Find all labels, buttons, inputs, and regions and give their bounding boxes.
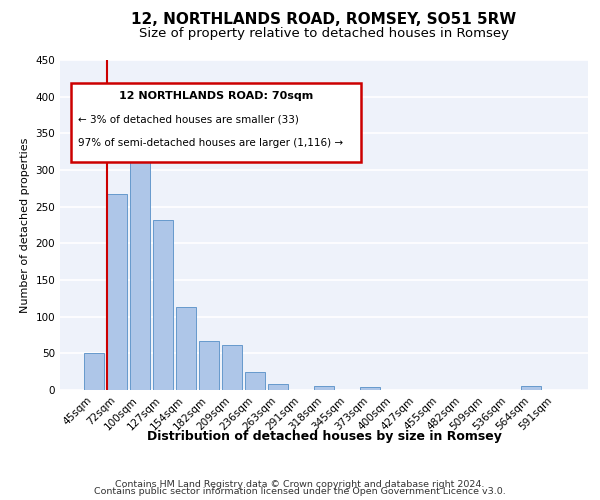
Text: 12, NORTHLANDS ROAD, ROMSEY, SO51 5RW: 12, NORTHLANDS ROAD, ROMSEY, SO51 5RW — [131, 12, 517, 28]
Text: 12 NORTHLANDS ROAD: 70sqm: 12 NORTHLANDS ROAD: 70sqm — [119, 92, 313, 102]
FancyBboxPatch shape — [71, 83, 361, 162]
Text: 97% of semi-detached houses are larger (1,116) →: 97% of semi-detached houses are larger (… — [79, 138, 344, 147]
Bar — [521, 386, 541, 390]
Bar — [130, 140, 149, 390]
Text: ← 3% of detached houses are smaller (33): ← 3% of detached houses are smaller (33) — [79, 114, 299, 124]
Text: Contains HM Land Registry data © Crown copyright and database right 2024.: Contains HM Land Registry data © Crown c… — [115, 480, 485, 489]
Bar — [84, 354, 104, 390]
Bar — [153, 220, 173, 390]
Bar — [268, 384, 288, 390]
Y-axis label: Number of detached properties: Number of detached properties — [20, 138, 30, 312]
Bar — [245, 372, 265, 390]
Bar — [176, 307, 196, 390]
Text: Contains public sector information licensed under the Open Government Licence v3: Contains public sector information licen… — [94, 488, 506, 496]
Text: Size of property relative to detached houses in Romsey: Size of property relative to detached ho… — [139, 28, 509, 40]
Bar — [199, 341, 218, 390]
Bar — [314, 386, 334, 390]
Bar — [360, 387, 380, 390]
Bar — [107, 194, 127, 390]
Bar — [222, 344, 242, 390]
Text: Distribution of detached houses by size in Romsey: Distribution of detached houses by size … — [146, 430, 502, 443]
